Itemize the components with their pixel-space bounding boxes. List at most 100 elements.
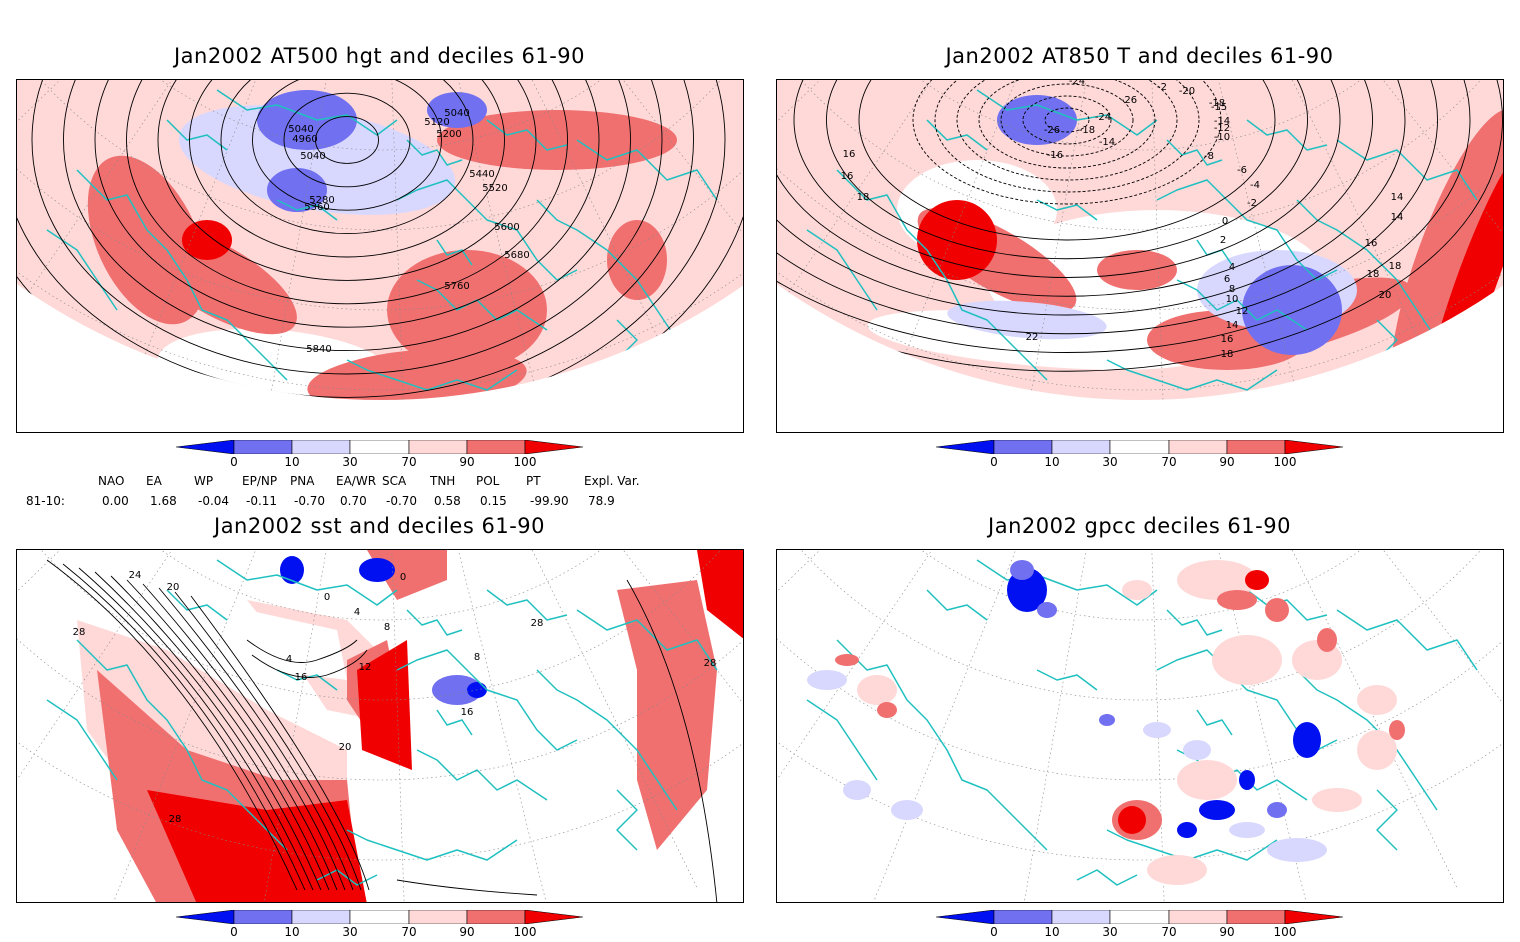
- colorbar-segment-p2-2: [1051, 440, 1111, 454]
- colorbar-segment-p4-2: [1051, 910, 1111, 924]
- colorbar-segment-p1-5: [466, 440, 526, 454]
- contour-label: -14: [1099, 137, 1115, 148]
- colorbar-tick-label: 10: [284, 455, 300, 469]
- map-panel-p3: 2824202800481216420281628288: [16, 549, 744, 903]
- panel-title-p2: Jan2002 AT850 T and deciles 61-90: [945, 44, 1334, 68]
- decile-shading: [607, 220, 667, 300]
- decile-shading: [1037, 602, 1057, 618]
- map-area-p3: 2824202800481216420281628288: [17, 550, 743, 902]
- decile-shading: [1099, 714, 1115, 726]
- decile-shading: [1147, 855, 1207, 885]
- contour-label: 8: [384, 622, 390, 633]
- colorbar-segment-p1-6: [524, 440, 584, 454]
- contour-label: -12: [1214, 123, 1230, 134]
- contour-label: 20: [339, 742, 352, 753]
- coastlines: [806, 89, 1478, 400]
- contour-label: -26: [1044, 125, 1060, 136]
- contour-label: -26: [1121, 95, 1137, 106]
- contour-label: 14: [1391, 192, 1404, 203]
- contour-label: 24: [129, 570, 142, 581]
- panel-title-p3: Jan2002 sst and deciles 61-90: [214, 514, 545, 538]
- map-panel-p4: [776, 549, 1504, 903]
- index-row-label: 81-10:: [26, 494, 65, 508]
- colorbar-tick-label: 30: [342, 455, 358, 469]
- colorbar-tick-label: 10: [1044, 925, 1060, 939]
- index-value: -0.70: [294, 494, 326, 508]
- contour-label: 18: [1367, 269, 1380, 280]
- colorbar-tick-label: 100: [1273, 455, 1297, 469]
- panel-title-p1: Jan2002 AT500 hgt and deciles 61-90: [173, 44, 586, 68]
- decile-shading: [1242, 265, 1342, 355]
- colorbar-tick-label: 0: [230, 925, 238, 939]
- decile-shading: [1267, 838, 1327, 862]
- map-svg-p4: [777, 550, 1503, 902]
- colorbar-tick-label: 90: [459, 455, 475, 469]
- decile-shading: [843, 780, 871, 800]
- contour-label: 5360: [304, 202, 329, 213]
- decile-shading: [1312, 788, 1362, 812]
- contour-label: 12: [1236, 306, 1249, 317]
- colorbar-tick-label: 70: [401, 925, 417, 939]
- contour-label: -18: [1209, 98, 1225, 109]
- colorbar-segment-p3-1: [233, 910, 293, 924]
- decile-shading: [807, 670, 847, 690]
- contour-label: 5120: [424, 117, 449, 128]
- decile-shading: [1143, 722, 1171, 738]
- colorbar-segment-p3-5: [466, 910, 526, 924]
- contour-label: 20: [1379, 290, 1392, 301]
- contour-label: 6: [1224, 274, 1230, 285]
- decile-shading: [617, 580, 717, 850]
- decile-shading: [1122, 580, 1152, 600]
- colorbar-tick-label: 100: [513, 455, 537, 469]
- colorbar-p2: 0 10 30 70 90 100: [936, 440, 1346, 472]
- decile-shading: [1357, 685, 1397, 715]
- colorbar-segment-p1-0: [176, 440, 235, 454]
- contour-label: 16: [1365, 238, 1378, 249]
- contour-label: 5600: [494, 222, 519, 233]
- colorbar-tick-label: 90: [459, 925, 475, 939]
- contour-label: -24: [1095, 112, 1111, 123]
- contour-label: 22: [1026, 332, 1039, 343]
- decile-shading: [1389, 720, 1405, 740]
- contour-label: -14: [1214, 116, 1230, 127]
- decile-shading: [877, 702, 897, 718]
- contour-label: 18: [857, 192, 870, 203]
- contour-label: 16: [1221, 334, 1234, 345]
- contour-label: 20: [167, 582, 180, 593]
- contour-label: 20: [1401, 377, 1414, 388]
- index-value: 0.70: [340, 494, 367, 508]
- contour-label: 5520: [482, 183, 507, 194]
- decile-shading: [1177, 760, 1237, 800]
- decile-shading: [427, 92, 487, 128]
- colorbar-segment-p3-0: [176, 910, 235, 924]
- decile-shading: [947, 300, 1107, 340]
- contour-label: 5040: [300, 151, 325, 162]
- contour-label: 10: [1226, 294, 1239, 305]
- contour-label: -8: [1204, 151, 1214, 162]
- contour-label: -18: [1079, 125, 1095, 136]
- decile-shading: [1118, 806, 1146, 834]
- map-panel-p1: 5040 5040 5120 5200 4960 5040 5280 5360 5440 5520…: [16, 79, 744, 433]
- colorbar-p3: 0 10 30 70 90 100: [176, 910, 586, 942]
- index-value: 0.15: [480, 494, 507, 508]
- contour-label: 4: [286, 654, 292, 665]
- decile-shading: [835, 654, 859, 666]
- contour-label: 8: [1229, 284, 1235, 295]
- colorbar-tick-label: 30: [1102, 455, 1118, 469]
- decile-shading: [1245, 570, 1269, 590]
- colorbar-segment-p2-3: [1109, 440, 1170, 454]
- decile-shading: [357, 640, 412, 770]
- index-header: WP: [194, 474, 214, 488]
- contour-label: 16: [461, 707, 474, 718]
- decile-shading: [917, 200, 997, 280]
- index-value: 0.00: [102, 494, 129, 508]
- colorbar-tick-label: 70: [1161, 925, 1177, 939]
- map-panel-p2: -24 -26 -2 -20 -18 -15 -14 -12 -10 -8 -6 -4 -2 0 2 4 6 8 1…: [776, 79, 1504, 433]
- colorbar-segment-p4-4: [1168, 910, 1228, 924]
- decile-shading: [867, 310, 1207, 370]
- colorbar-tick-label: 10: [1044, 455, 1060, 469]
- decile-shading: [178, 105, 456, 215]
- contours: [46, 559, 718, 902]
- contour-label: 28: [169, 814, 182, 825]
- colorbar-segment-p4-3: [1109, 910, 1170, 924]
